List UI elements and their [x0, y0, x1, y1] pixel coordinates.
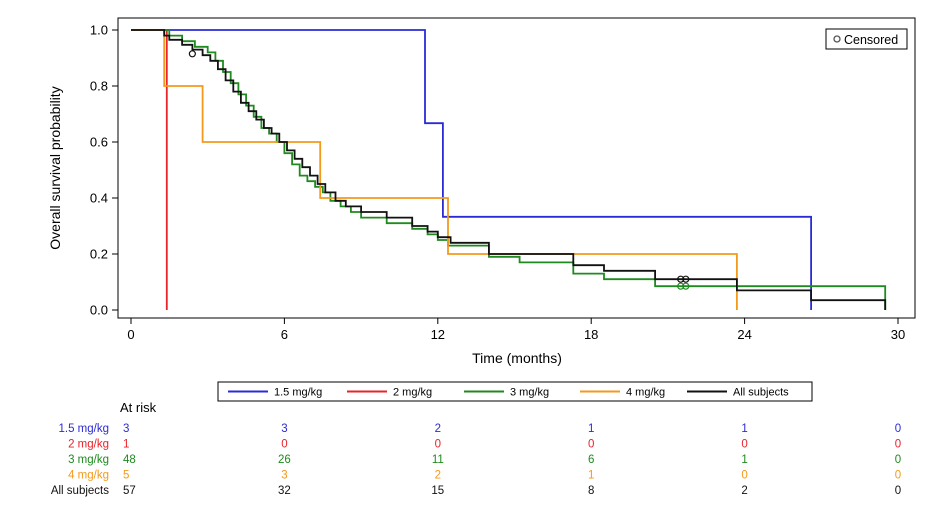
at-risk-count: 0 — [895, 470, 901, 482]
series-layer — [131, 29, 887, 310]
at-risk-count: 57 — [123, 485, 136, 497]
legend-label: 2 mg/kg — [393, 387, 432, 399]
at-risk-count: 0 — [741, 439, 747, 451]
series-line-all-subjects — [131, 29, 887, 310]
at-risk-count: 5 — [123, 470, 129, 482]
x-tick-label: 12 — [431, 327, 445, 342]
at-risk-count: 6 — [588, 454, 594, 466]
censor-mark — [677, 275, 685, 283]
legend-label: 4 mg/kg — [626, 387, 665, 399]
censor-legend-box — [825, 28, 908, 50]
at-risk-row-label: 2 mg/kg — [68, 439, 109, 451]
at-risk-count: 48 — [123, 454, 136, 466]
at-risk-count: 1 — [588, 423, 594, 435]
series-legend-box — [217, 381, 813, 402]
at-risk-count: 0 — [281, 439, 287, 451]
at-risk-count: 15 — [431, 485, 444, 497]
x-tick-label: 6 — [281, 327, 288, 342]
censor-mark — [682, 275, 690, 283]
at-risk-count: 2 — [435, 423, 441, 435]
at-risk-table: At risk 1.5 mg/kg 3 3 2 1 1 02 mg/kg 1 0 0 0 0 03 mg… — [51, 400, 901, 497]
at-risk-count: 32 — [278, 485, 291, 497]
at-risk-count: 8 — [588, 485, 594, 497]
at-risk-count: 0 — [741, 470, 747, 482]
x-axis: 0 6 12 18 24 30 — [127, 318, 905, 342]
at-risk-count: 3 — [281, 470, 287, 482]
censor-mark — [677, 282, 685, 290]
censor-legend-label: Censored — [844, 33, 898, 47]
x-tick-label: 24 — [737, 327, 751, 342]
x-tick-label: 0 — [127, 327, 134, 342]
at-risk-row-label: 1.5 mg/kg — [59, 423, 110, 435]
at-risk-count: 2 — [435, 470, 441, 482]
at-risk-count: 0 — [435, 439, 441, 451]
at-risk-count: 3 — [123, 423, 129, 435]
at-risk-count: 0 — [895, 423, 901, 435]
at-risk-row-label: All subjects — [51, 485, 109, 497]
x-axis-title: Time (months) — [472, 350, 562, 366]
series-line-1-5-mg-kg — [131, 29, 812, 310]
series-legend: 1.5 mg/kg 2 mg/kg 3 mg/kg 4 mg/kg All subjec… — [217, 381, 813, 402]
at-risk-count: 0 — [588, 439, 594, 451]
at-risk-count: 0 — [895, 454, 901, 466]
at-risk-count: 0 — [895, 439, 901, 451]
y-tick-label: 1.0 — [90, 23, 108, 38]
at-risk-count: 2 — [741, 485, 747, 497]
series-line-3-mg-kg — [131, 29, 887, 310]
y-axis: 0.0 0.2 0.4 0.6 0.8 1.0 — [90, 23, 118, 318]
at-risk-row-label: 4 mg/kg — [68, 470, 109, 482]
legend-label: 3 mg/kg — [510, 387, 549, 399]
x-tick-label: 18 — [584, 327, 598, 342]
legend-label: All subjects — [733, 387, 789, 399]
at-risk-row-label: 3 mg/kg — [68, 454, 109, 466]
censor-mark — [188, 50, 196, 58]
at-risk-count: 3 — [281, 423, 287, 435]
y-tick-label: 0.4 — [90, 191, 108, 206]
at-risk-count: 26 — [278, 454, 291, 466]
censor-mark — [682, 282, 690, 290]
y-tick-label: 0.6 — [90, 135, 108, 150]
y-axis-title: Overall survival probability — [47, 86, 63, 249]
at-risk-count: 1 — [741, 423, 747, 435]
y-tick-label: 0.8 — [90, 79, 108, 94]
censor-legend: Censored — [825, 28, 908, 50]
censor-symbol-icon — [833, 35, 841, 43]
plot-frame — [117, 17, 916, 319]
censor-layer — [188, 50, 690, 290]
at-risk-count: 0 — [895, 485, 901, 497]
legend-label: 1.5 mg/kg — [274, 387, 322, 399]
at-risk-count: 11 — [432, 454, 444, 466]
y-tick-label: 0.0 — [90, 303, 108, 318]
at-risk-count: 1 — [588, 470, 594, 482]
at-risk-title: At risk — [120, 400, 157, 415]
y-tick-label: 0.2 — [90, 247, 108, 262]
at-risk-count: 1 — [123, 439, 129, 451]
at-risk-count: 1 — [741, 454, 747, 466]
x-tick-label: 30 — [891, 327, 905, 342]
